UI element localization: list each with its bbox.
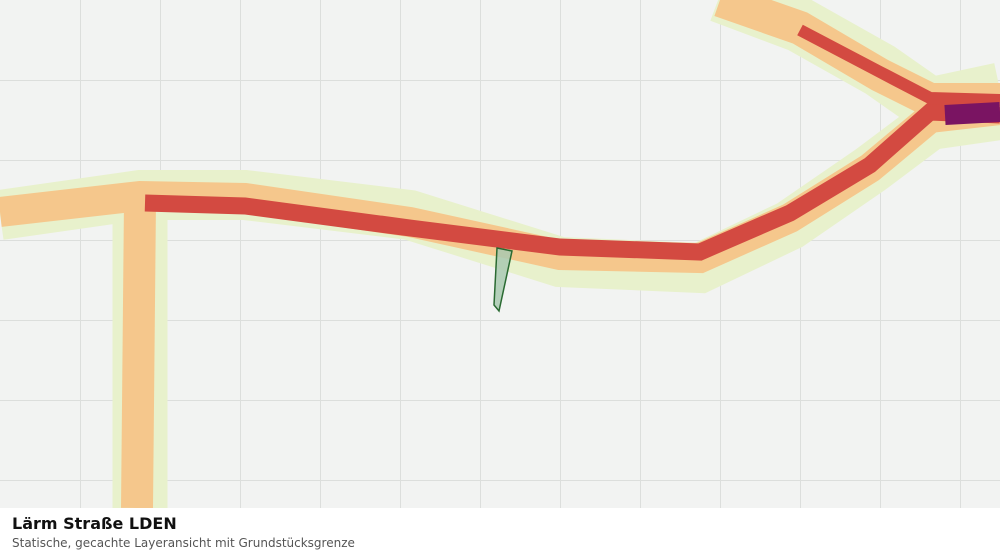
map-title: Lärm Straße LDEN [12, 514, 177, 533]
map-subtitle: Statische, gecachte Layeransicht mit Gru… [12, 536, 355, 550]
parcel-boundary [493, 247, 513, 313]
noise-zones [0, 0, 1000, 508]
caption: Lärm Straße LDEN Statische, gecachte Lay… [0, 508, 1000, 560]
map [0, 0, 1000, 508]
